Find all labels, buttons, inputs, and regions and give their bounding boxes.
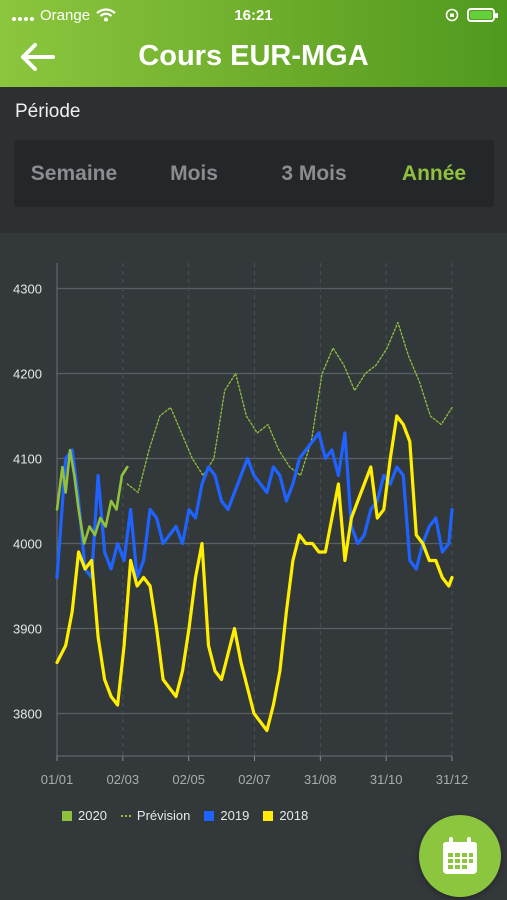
chart-panel: 3800 3900 4000 4100 4200 4300 01/01 02/03 02/05 0… — [0, 233, 507, 900]
rate-chart[interactable]: 3800 3900 4000 4100 4200 4300 01/01 02/03 02/05 0… — [0, 233, 507, 900]
x-tick-label: 01/01 — [41, 772, 74, 787]
periode-label: Période — [15, 101, 81, 122]
period-tab-mois[interactable]: Mois — [170, 161, 218, 185]
legend-swatch-prevision — [120, 811, 131, 821]
period-tab-3-mois[interactable]: 3 Mois — [281, 161, 347, 185]
legend-swatch-2020 — [62, 810, 72, 821]
series-line-pr-vision — [126, 321, 453, 494]
y-tick-label: 4000 — [13, 537, 42, 552]
x-tick-label: 31/08 — [304, 772, 337, 787]
legend-item-2018: 2018 — [263, 808, 308, 823]
legend-item-2020: 2020 — [62, 808, 107, 823]
app-header — [0, 0, 507, 87]
battery-icon — [467, 8, 498, 22]
series-line-2020 — [55, 448, 129, 545]
legend-label-2019: 2019 — [220, 808, 250, 823]
wifi-icon — [96, 8, 116, 22]
x-tick-label: 02/03 — [107, 772, 140, 787]
x-tick-label: 02/07 — [238, 772, 271, 787]
period-tab-semaine[interactable]: Semaine — [30, 161, 118, 185]
x-tick-label: 31/12 — [436, 772, 469, 787]
legend-item-prevision: Prévision — [120, 808, 191, 823]
rotation-lock-icon — [445, 8, 459, 22]
status-bar: Orange 16:21 — [0, 0, 507, 30]
legend-label-2018: 2018 — [279, 808, 309, 823]
series-line-2018 — [55, 414, 454, 733]
status-time: 16:21 — [234, 6, 273, 24]
status-left: Orange — [12, 7, 172, 24]
y-tick-label: 4300 — [13, 282, 42, 297]
calendar-icon — [443, 837, 477, 874]
series-line-2019 — [55, 431, 454, 580]
page-title: Cours EUR-MGA — [138, 40, 369, 72]
status-right — [335, 8, 498, 22]
y-tick-label: 3800 — [13, 707, 42, 722]
signal-icon — [12, 9, 34, 21]
y-tick-label: 4200 — [13, 367, 42, 382]
x-tick-label: 02/05 — [172, 772, 205, 787]
carrier-name: Orange — [40, 6, 91, 24]
arrow-left-icon[interactable] — [20, 42, 56, 72]
chart-legend: 2020 Prévision 2019 2018 — [62, 808, 312, 823]
legend-label-2020: 2020 — [78, 808, 107, 823]
period-tab-annee[interactable]: Année — [401, 161, 467, 185]
y-tick-label: 4100 — [13, 452, 42, 467]
legend-swatch-2018 — [263, 810, 274, 821]
period-selector: Semaine Mois 3 Mois Année — [14, 140, 494, 207]
y-tick-label: 3900 — [13, 622, 42, 637]
x-tick-label: 31/10 — [370, 772, 403, 787]
legend-label-prevision: Prévision — [136, 808, 191, 823]
legend-swatch-2019 — [204, 810, 215, 821]
legend-item-2019: 2019 — [204, 808, 249, 823]
calendar-button[interactable] — [419, 815, 501, 897]
